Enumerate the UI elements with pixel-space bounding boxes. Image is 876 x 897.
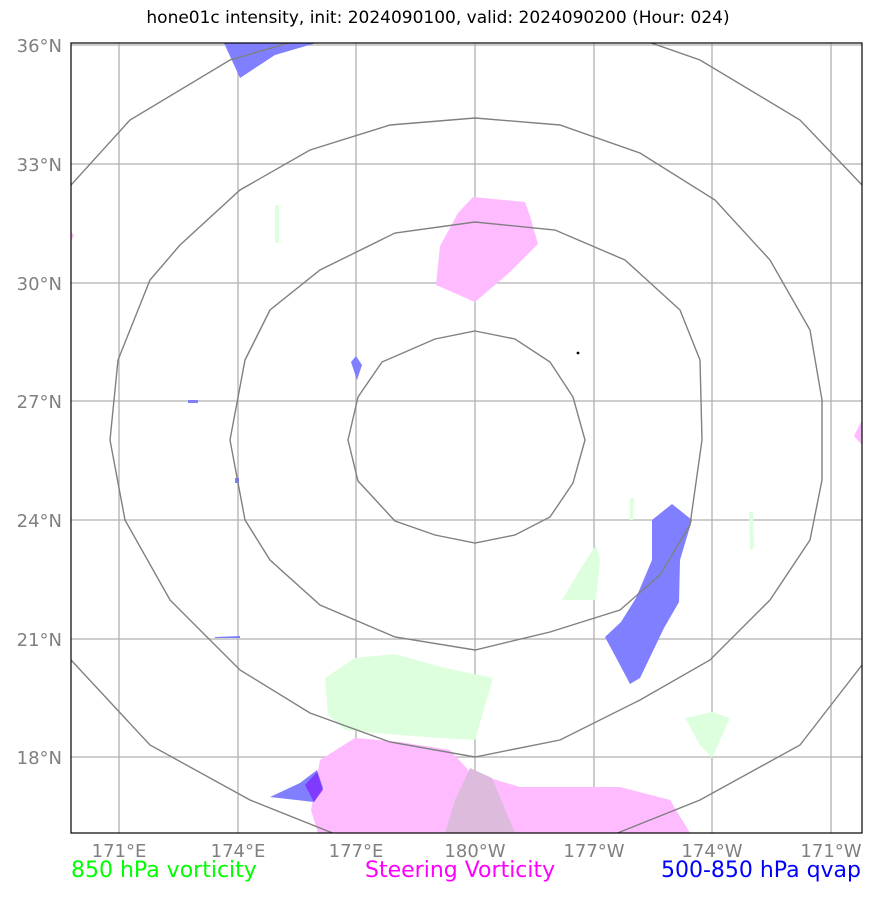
vorticity-850-patch bbox=[325, 654, 493, 740]
lat-tick-labels: 36°N 33°N 30°N 27°N 24°N 21°N 18°N bbox=[17, 36, 62, 769]
map-title: hone01c intensity, init: 2024090100, val… bbox=[146, 8, 730, 28]
qvap-patch bbox=[188, 400, 198, 403]
lon-label: 171°W bbox=[800, 841, 861, 862]
qvap-patch bbox=[215, 636, 240, 638]
qvap-patch bbox=[351, 356, 362, 380]
legend-850-vorticity: 850 hPa vorticity bbox=[71, 858, 257, 883]
distance-ring bbox=[109, 117, 823, 758]
legend-steering-vorticity: Steering Vorticity bbox=[365, 858, 556, 883]
qvap-patch bbox=[270, 770, 323, 802]
lat-label: 33°N bbox=[17, 155, 62, 176]
vorticity-850-patch bbox=[630, 498, 634, 520]
vorticity-850-patch bbox=[685, 712, 730, 758]
vorticity-850-patch bbox=[749, 512, 754, 550]
steering-vorticity-patch bbox=[436, 197, 538, 302]
plot-frame bbox=[70, 42, 863, 834]
vorticity-850-patch bbox=[275, 205, 279, 243]
legend-qvap: 500-850 hPa qvap bbox=[660, 858, 861, 883]
qvap-fields bbox=[188, 43, 692, 802]
qvap-patch bbox=[605, 504, 692, 684]
distance-ring bbox=[347, 330, 586, 544]
lat-label: 24°N bbox=[17, 511, 62, 532]
lat-label: 27°N bbox=[17, 392, 62, 413]
lon-label: 174°W bbox=[681, 841, 742, 862]
lon-tick-labels: 171°E 174°E 177°E 180°W 177°W 174°W 171°… bbox=[92, 841, 862, 862]
distance-ring bbox=[71, 43, 862, 833]
lon-label: 180°W bbox=[444, 841, 505, 862]
lat-label: 36°N bbox=[17, 36, 62, 57]
storm-center-marker bbox=[576, 351, 580, 355]
map-plot-area bbox=[71, 43, 862, 833]
vorticity-850-patch bbox=[562, 545, 600, 600]
overlap-patch bbox=[445, 768, 515, 833]
qvap-overlap-patch bbox=[305, 772, 323, 802]
lon-label: 177°W bbox=[563, 841, 624, 862]
lon-label: 171°E bbox=[92, 841, 147, 862]
steering-vorticity-patch bbox=[71, 232, 74, 242]
distance-rings bbox=[71, 43, 862, 833]
lat-label: 18°N bbox=[17, 748, 62, 769]
steering-vorticity-patch bbox=[311, 738, 690, 833]
steering-vorticity-patch bbox=[854, 420, 862, 445]
vorticity-850-fields bbox=[275, 205, 754, 758]
lat-label: 21°N bbox=[17, 630, 62, 651]
lon-label: 177°E bbox=[329, 841, 384, 862]
qvap-patch bbox=[224, 43, 316, 78]
lon-label: 174°E bbox=[211, 841, 266, 862]
lat-label: 30°N bbox=[17, 274, 62, 295]
distance-ring bbox=[229, 221, 703, 651]
